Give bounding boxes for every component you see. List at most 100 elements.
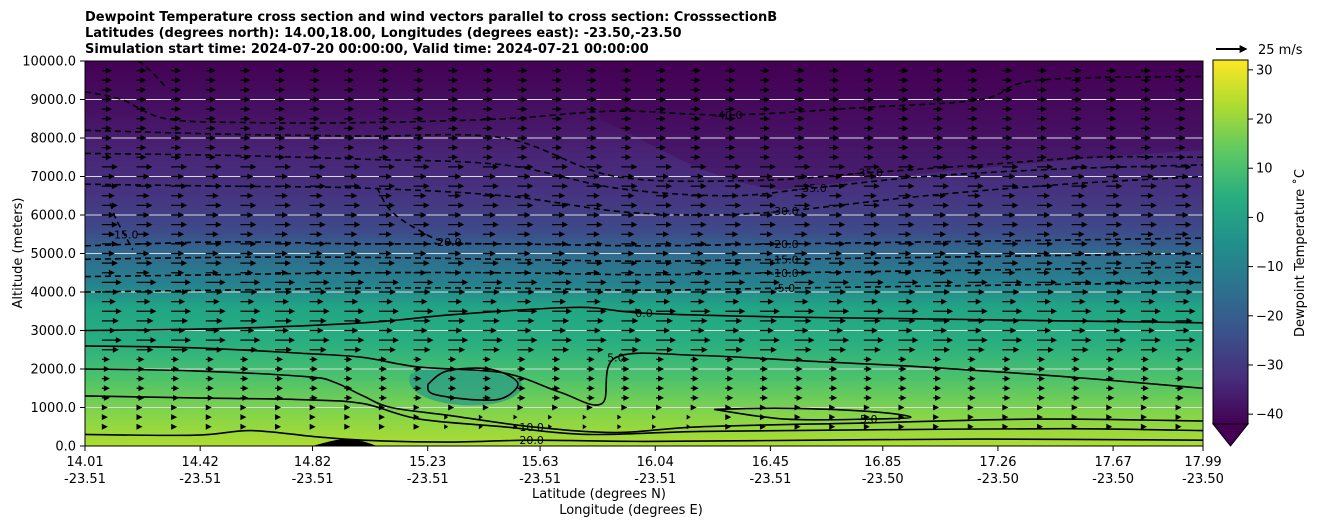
wind-arrow (136, 115, 147, 122)
wind-arrow (205, 308, 226, 315)
wind-arrow (898, 356, 907, 363)
contour-label: -20.0 (770, 238, 798, 251)
plot-area: 0.05.05.010.020.0-5.0-10.0-15.0-20.0-20.… (85, 61, 1203, 446)
x-tick-label-lat: 15.63 (521, 455, 558, 470)
y-tick-label: 5000.0 (31, 247, 77, 262)
x-tick-label-lon: -23.51 (179, 472, 221, 487)
wind-arrow (1140, 192, 1154, 199)
wind-arrow (448, 135, 459, 141)
wind-arrow (586, 163, 603, 170)
wind-arrow (967, 115, 978, 122)
wind-arrow (1175, 260, 1192, 267)
wind-arrow (1071, 192, 1085, 199)
wind-arrow (759, 183, 776, 190)
wind-arrow (1175, 183, 1192, 190)
wind-arrow (101, 183, 118, 190)
contour-label: -20.0 (433, 236, 461, 249)
wind-arrow (552, 308, 573, 315)
wind-arrow (863, 154, 874, 161)
wind-arrow (413, 96, 424, 103)
contour-label: 10.0 (519, 421, 544, 434)
wind-arrow (1037, 337, 1058, 344)
wind-arrow (898, 327, 913, 334)
wind-arrow (517, 135, 528, 141)
x-tick-label-lat: 17.99 (1184, 455, 1221, 470)
wind-arrow (309, 356, 318, 363)
wind-arrow (136, 375, 145, 382)
x-tick-label-lat: 14.82 (294, 455, 331, 470)
wind-arrow (690, 96, 701, 103)
wind-arrow (171, 221, 188, 228)
wind-arrow (863, 346, 881, 353)
wind-arrow (829, 67, 840, 74)
wind-arrow (205, 356, 214, 363)
wind-arrow (863, 135, 874, 141)
x-tick-label-lon: -23.50 (862, 472, 904, 487)
wind-arrow (1175, 366, 1184, 372)
wind-arrow (586, 298, 601, 305)
wind-arrow (448, 144, 459, 151)
wind-arrow (829, 279, 850, 286)
wind-arrow (1071, 269, 1085, 276)
wind-arrow (136, 202, 153, 209)
wind-arrow (309, 125, 320, 132)
wind-arrow (552, 404, 559, 411)
wind-arrow (275, 404, 282, 411)
wind-arrow (794, 221, 811, 228)
wind-arrow (933, 394, 942, 401)
wind-arrow (725, 250, 739, 257)
wind-arrow (725, 86, 736, 93)
wind-arrow (725, 154, 736, 161)
wind-arrow (378, 260, 395, 267)
wind-arrow (309, 202, 326, 209)
wind-arrow (586, 231, 600, 238)
wind-arrow (933, 375, 942, 382)
wind-arrow (1002, 135, 1013, 141)
wind-arrow (1037, 308, 1058, 315)
wind-arrow (1002, 260, 1019, 267)
wind-arrow (517, 231, 531, 238)
wind-arrow (863, 183, 880, 190)
wind-arrow (448, 308, 469, 315)
wind-arrow (898, 289, 916, 295)
wind-arrow (794, 394, 803, 401)
wind-arrow (690, 308, 711, 315)
wind-arrow (378, 154, 389, 161)
colorbar-body (1212, 59, 1249, 425)
wind-arrow (275, 346, 293, 353)
wind-arrow (586, 394, 595, 401)
wind-arrow (794, 192, 808, 199)
wind-arrow (171, 202, 188, 209)
wind-arrow (240, 298, 255, 305)
wind-arrow (378, 163, 395, 170)
wind-arrow (517, 404, 524, 411)
wind-arrow (1175, 308, 1196, 315)
wind-arrow (448, 356, 457, 363)
wind-arrow (1002, 414, 1009, 421)
wind-arrow (829, 125, 840, 132)
wind-arrow (794, 135, 805, 141)
wind-arrow (725, 221, 742, 228)
wind-arrow (171, 135, 182, 141)
wind-arrow (275, 279, 296, 286)
wind-arrow (448, 212, 462, 218)
wind-arrow (413, 192, 427, 199)
wind-arrow (1071, 115, 1082, 122)
wind-arrow (586, 173, 600, 180)
wind-arrow (448, 86, 459, 93)
wind-arrow (863, 231, 877, 238)
wind-arrow (1175, 250, 1189, 257)
wind-arrow (378, 202, 395, 209)
wind-arrow (1140, 96, 1151, 103)
wind-arrow (378, 221, 395, 228)
wind-arrow (240, 67, 251, 74)
wind-arrow (344, 125, 355, 132)
dashed-contour (85, 252, 1203, 263)
wind-arrow (794, 144, 805, 151)
wind-arrow (378, 192, 392, 199)
wind-arrow (101, 86, 112, 93)
wind-arrow (482, 202, 499, 209)
wind-arrow (275, 106, 286, 113)
wind-arrow (759, 337, 780, 344)
wind-arrow (1106, 240, 1123, 247)
